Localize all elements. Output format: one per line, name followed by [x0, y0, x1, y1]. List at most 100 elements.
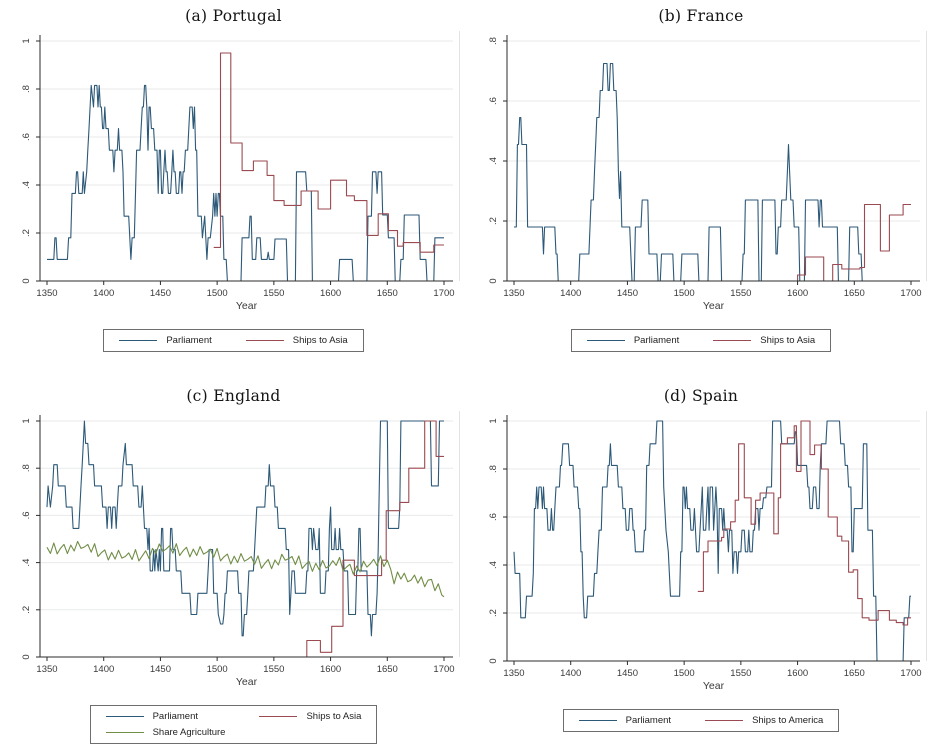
x-tick-label-1350: 1350 — [36, 288, 57, 299]
legend-portugal: Parliament Ships to Asia — [103, 329, 364, 352]
plot-spain: 0 .2 .4 .6 .8 1 1350 1400 1450 1500 1550 1600 1650 17… — [471, 407, 931, 705]
legend-england: Parliament Ships to Asia Share Agriculture — [89, 705, 378, 744]
x-tick-label-1450: 1450 — [149, 288, 170, 299]
x-tick-label-1700: 1700 — [900, 668, 921, 679]
legend-label-parliament: Parliament — [152, 711, 199, 722]
series-parliament — [45, 420, 444, 637]
x-tick-label-1500: 1500 — [206, 664, 227, 675]
panel-spain: (d) Spain 0 .2 .4 .6 .8 1 1350 1400 1450 1500 1550… — [467, 380, 935, 753]
y-tick-label-0.6: .6 — [488, 97, 499, 105]
x-tick-label-1400: 1400 — [560, 288, 581, 299]
x-tick-label-1600: 1600 — [320, 664, 341, 675]
y-tick-label-0: 0 — [488, 278, 499, 283]
legend-item-ships-to-asia: Ships to Asia — [259, 711, 361, 722]
legend-spain: Parliament Ships to America — [562, 709, 840, 732]
legend-item-ships-to-asia: Ships to Asia — [245, 335, 348, 346]
plot-england: 0 .2 .4 .6 .8 1 1350 1400 1450 1500 1550 1600 1650 17… — [4, 407, 464, 701]
legend-label-share-agriculture: Share Agriculture — [152, 727, 226, 738]
chart-england: 0 .2 .4 .6 .8 1 1350 1400 1450 1500 1550 1600 1650 17… — [21, 411, 460, 688]
x-axis-title: Year — [235, 676, 257, 688]
x-axis-title: Year — [703, 680, 725, 692]
y-tick-label-0.4: .4 — [488, 561, 499, 569]
legend-label-parliament: Parliament — [625, 715, 672, 726]
panel-england: (c) England 0 .2 .4 .6 .8 1 1350 1400 1450 1500 15… — [0, 380, 467, 753]
x-tick-label-1650: 1650 — [376, 288, 397, 299]
x-tick-label-1600: 1600 — [787, 288, 808, 299]
y-tick-label-1: 1 — [21, 38, 32, 43]
y-tick-label-1: 1 — [488, 418, 499, 423]
legend-item-parliament: Parliament — [119, 335, 212, 346]
legend-item-parliament: Parliament — [578, 715, 672, 726]
series-share-agriculture — [46, 540, 444, 598]
x-tick-label-1700: 1700 — [433, 664, 454, 675]
y-tick-label-0.2: .2 — [488, 609, 499, 617]
y-tick-label-0.8: .8 — [21, 464, 32, 472]
chart-france: 0 .2 .4 .6 .8 1350 1400 1450 1500 1550 1600 1650 170… — [488, 31, 927, 312]
legend-item-ships-to-america: Ships to America — [705, 715, 823, 726]
legend-line-icon-parliament — [119, 340, 158, 341]
legend-line-icon-ships-to-america — [705, 720, 744, 721]
x-tick-label-1350: 1350 — [503, 288, 524, 299]
x-tick-label-1650: 1650 — [376, 664, 397, 675]
plot-france: 0 .2 .4 .6 .8 1350 1400 1450 1500 1550 1600 1650 170… — [471, 27, 931, 325]
legend-line-icon-parliament — [578, 720, 617, 721]
x-axis-title: Year — [703, 300, 725, 312]
legend-label-ships-to-america: Ships to America — [752, 715, 824, 726]
panel-title-france: (b) France — [658, 7, 744, 25]
y-tick-label-0.6: .6 — [488, 513, 499, 521]
series-ships-to-asia — [205, 420, 444, 658]
x-tick-label-1400: 1400 — [560, 668, 581, 679]
plot-portugal: 0 .2 .4 .6 .8 1 1350 1400 1450 1500 1550 1600 1650 17… — [4, 27, 464, 325]
panel-title-spain: (d) Spain — [663, 387, 739, 405]
y-tick-label-1: 1 — [21, 418, 32, 423]
x-tick-label-1500: 1500 — [674, 668, 695, 679]
x-tick-label-1450: 1450 — [617, 668, 638, 679]
legend-label-parliament: Parliament — [633, 335, 680, 346]
x-tick-label-1550: 1550 — [730, 668, 751, 679]
series-ships-to-america — [697, 420, 911, 626]
y-tick-label-0.4: .4 — [21, 181, 32, 189]
series-ships-to-asia — [213, 52, 444, 253]
series-ships-to-asia — [672, 203, 911, 282]
x-tick-label-1500: 1500 — [206, 288, 227, 299]
x-tick-label-1700: 1700 — [433, 288, 454, 299]
y-tick-label-0.6: .6 — [21, 511, 32, 519]
x-tick-label-1550: 1550 — [263, 288, 284, 299]
chart-portugal: 0 .2 .4 .6 .8 1 1350 1400 1450 1500 1550 1600 1650 17… — [21, 31, 460, 312]
x-tick-label-1400: 1400 — [93, 664, 114, 675]
x-axis-title: Year — [235, 300, 257, 312]
y-tick-label-0.8: .8 — [21, 85, 32, 93]
legend-item-share-agriculture: Share Agriculture — [105, 727, 226, 738]
y-tick-label-0: 0 — [21, 654, 32, 659]
y-tick-label-0.8: .8 — [488, 37, 499, 45]
y-tick-label-0.6: .6 — [21, 133, 32, 141]
legend-item-parliament: Parliament — [105, 711, 226, 722]
y-tick-label-0.2: .2 — [21, 229, 32, 237]
legend-line-icon-ships-to-asia — [259, 716, 298, 717]
x-tick-label-1650: 1650 — [844, 668, 865, 679]
series-parliament — [514, 62, 911, 282]
x-tick-label-1350: 1350 — [36, 664, 57, 675]
x-tick-label-1400: 1400 — [93, 288, 114, 299]
panel-title-england: (c) England — [186, 387, 281, 405]
x-tick-label-1550: 1550 — [263, 664, 284, 675]
legend-line-icon-parliament — [105, 716, 144, 717]
legend-line-icon-share-agriculture — [105, 732, 144, 733]
y-tick-label-0.4: .4 — [488, 157, 499, 165]
y-tick-label-0.2: .2 — [488, 217, 499, 225]
x-tick-label-1550: 1550 — [730, 288, 751, 299]
series-parliament — [513, 420, 911, 662]
legend-label-ships-to-asia: Ships to Asia — [292, 335, 348, 346]
y-tick-label-0: 0 — [488, 658, 499, 663]
chart-spain: 0 .2 .4 .6 .8 1 1350 1400 1450 1500 1550 1600 1650 17… — [488, 411, 927, 692]
legend-label-ships-to-asia: Ships to Asia — [306, 711, 362, 722]
legend-france: Parliament Ships to Asia — [570, 329, 832, 352]
legend-line-icon-parliament — [586, 340, 625, 341]
x-tick-label-1350: 1350 — [503, 668, 524, 679]
series-parliament — [46, 84, 444, 282]
legend-label-parliament: Parliament — [166, 335, 212, 346]
panel-france: (b) France 0 .2 .4 .6 .8 1350 1400 1450 1500 1550… — [467, 0, 935, 380]
legend-line-icon-ships-to-asia — [713, 340, 752, 341]
y-tick-label-0: 0 — [21, 278, 32, 283]
legend-label-ships-to-asia: Ships to Asia — [760, 335, 816, 346]
